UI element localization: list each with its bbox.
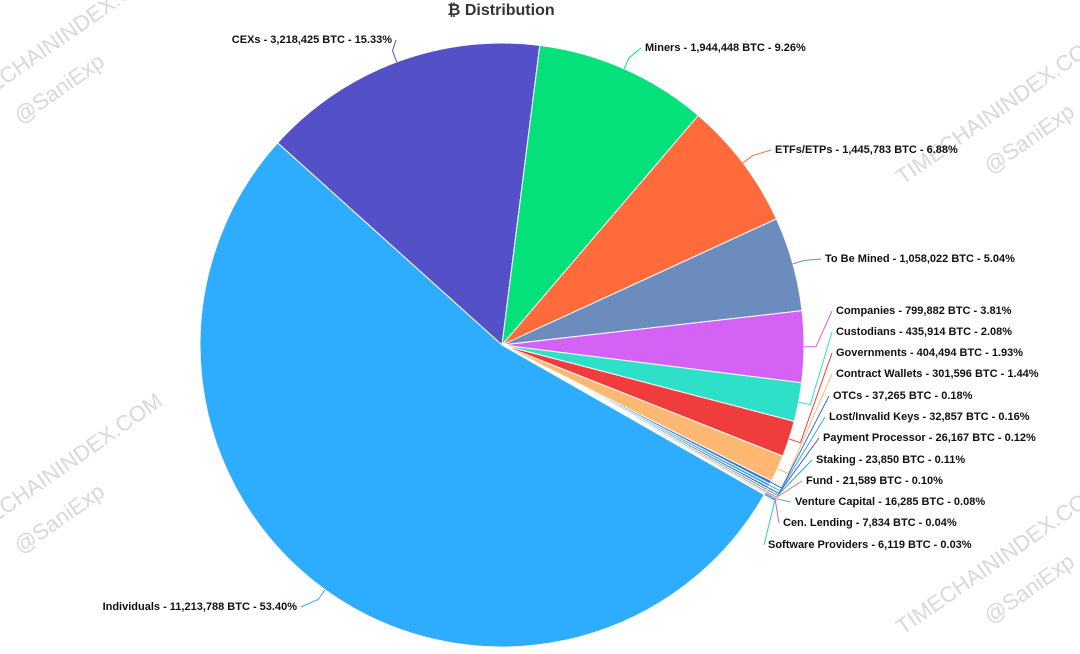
slice-label: Venture Capital - 16,285 BTC - 0.08% xyxy=(795,496,985,508)
connector xyxy=(300,589,326,608)
slice-label: Payment Processor - 26,167 BTC - 0.12% xyxy=(823,432,1036,444)
slice-label: Custodians - 435,914 BTC - 2.08% xyxy=(836,326,1012,338)
slice-label: OTCs - 37,265 BTC - 0.18% xyxy=(833,390,973,402)
connector xyxy=(765,480,803,498)
connector xyxy=(763,494,776,546)
slice-label: Governments - 404,494 BTC - 1.93% xyxy=(836,347,1023,359)
connector xyxy=(767,437,820,494)
slice-label: Miners - 1,944,448 BTC - 9.26% xyxy=(645,42,806,54)
connector xyxy=(792,258,822,265)
connector xyxy=(803,310,833,348)
slice-label: Staking - 23,850 BTC - 0.11% xyxy=(816,454,965,466)
slice-label: To Be Mined - 1,058,022 BTC - 5.04% xyxy=(825,253,1015,265)
slice-label: Lost/Invalid Keys - 32,857 BTC - 0.16% xyxy=(829,411,1030,423)
pie-slice xyxy=(501,44,699,347)
chart-title: ₿ Distribution xyxy=(447,1,554,19)
connector xyxy=(765,492,792,503)
slice-label: Cen. Lending - 7,834 BTC - 0.04% xyxy=(783,517,957,529)
slice-label: Companies - 799,882 BTC - 3.81% xyxy=(836,305,1012,317)
slice-label: Fund - 21,589 BTC - 0.10% xyxy=(806,475,943,487)
connector xyxy=(788,352,833,444)
watermark: TIMECHAININDEX.COM xyxy=(0,388,167,549)
slice-label: ETFs/ETPs - 1,445,783 BTC - 6.88% xyxy=(775,144,958,156)
connector xyxy=(391,39,398,63)
slice-label: Software Providers - 6,119 BTC - 0.03% xyxy=(768,539,972,551)
connector xyxy=(798,331,833,406)
connector xyxy=(764,493,780,524)
slice-label: CEXs - 3,218,425 BTC - 15.33% xyxy=(232,34,392,46)
slice-label: Individuals - 11,213,788 BTC - 53.40% xyxy=(103,601,298,613)
pie-slice xyxy=(276,42,541,347)
slice-label: Contract Wallets - 301,596 BTC - 1.44% xyxy=(836,368,1039,380)
connector xyxy=(766,459,813,497)
connector xyxy=(742,149,772,164)
connector xyxy=(623,47,642,70)
